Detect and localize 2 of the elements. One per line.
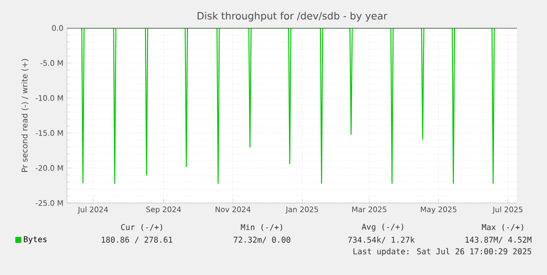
line-series <box>81 28 495 184</box>
chart-title: Disk throughput for /dev/sdb - by year <box>198 12 388 22</box>
